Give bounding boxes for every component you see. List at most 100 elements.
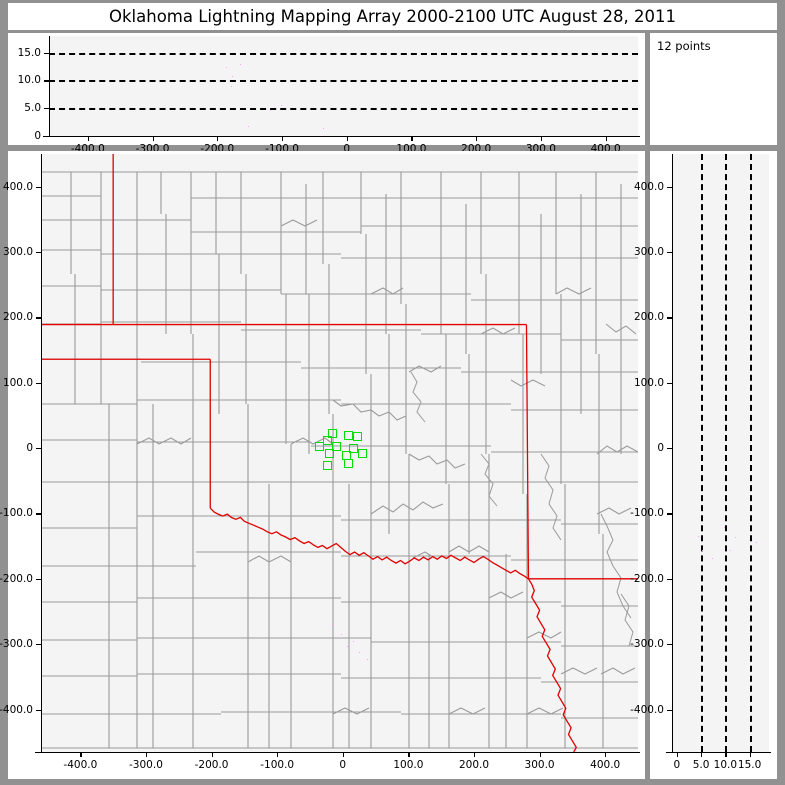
y-tick-label: 5.0 <box>24 102 41 115</box>
x-tick <box>411 136 413 141</box>
map-plot-area <box>41 154 638 752</box>
y-tick-label: 300.0 <box>633 246 664 259</box>
noise-speck <box>730 550 731 551</box>
gridline-vertical <box>725 154 728 752</box>
x-tick-label: -200.0 <box>194 759 229 771</box>
x-tick <box>145 752 148 757</box>
x-tick <box>605 752 607 757</box>
x-tick-label: 100.0 <box>393 759 424 771</box>
y-tick <box>36 709 42 711</box>
noise-speck <box>323 128 324 129</box>
noise-speck <box>226 67 227 68</box>
x-tick-label: -400.0 <box>63 759 98 771</box>
y-axis-line <box>672 154 674 752</box>
y-tick-label: -200.0 <box>0 572 33 585</box>
noise-speck <box>231 86 232 87</box>
y-tick-label: -300.0 <box>630 638 664 651</box>
lightning-source-marker <box>348 443 358 453</box>
x-tick <box>701 752 703 757</box>
y-tick-label: 300.0 <box>2 246 33 259</box>
x-tick <box>539 752 541 757</box>
noise-speck <box>281 105 282 106</box>
x-tick-label: 0 <box>673 759 681 771</box>
noise-speck <box>702 550 703 551</box>
map-panel: -400.0 -300.0 -200.0 -100.0 0 100.0 200.0 300.0… <box>0 151 645 779</box>
y-tick-label: -100.0 <box>0 507 33 520</box>
right-plot-area <box>672 154 769 752</box>
point-count-panel: 12 points <box>650 33 777 145</box>
y-tick-label: 0 <box>657 442 664 455</box>
y-tick-label: -200.0 <box>630 572 664 585</box>
y-tick-label: 15.0 <box>17 46 41 59</box>
y-tick-label: 400.0 <box>2 180 33 193</box>
y-tick <box>36 317 42 319</box>
y-tick <box>667 644 673 646</box>
gridline-vertical <box>749 154 752 752</box>
x-tick <box>540 136 543 141</box>
x-tick-label: 5.0 <box>692 759 710 771</box>
x-tick <box>282 136 284 141</box>
lightning-source-marker <box>343 431 353 441</box>
y-tick-label: -400.0 <box>630 703 664 716</box>
x-axis-line <box>35 752 640 754</box>
right-altitude-panel: 0 5.0 10.0 15.0 400.0 300.0 200.0 100.0 0 -100.0 -… <box>630 151 777 779</box>
top-time-altitude-panel: -400.0 -300.0 -200.0 -100.0 0 100.0 200.0 300.0… <box>8 33 645 155</box>
lightning-source-marker <box>322 436 332 446</box>
x-tick-label: 0 <box>343 143 351 155</box>
noise-speck <box>232 76 233 77</box>
x-tick-label: 15.0 <box>737 759 762 771</box>
page-title: Oklahoma Lightning Mapping Array 2000-21… <box>109 7 676 26</box>
x-tick <box>342 752 344 757</box>
title-bar: Oklahoma Lightning Mapping Array 2000-21… <box>8 3 777 30</box>
top-plot-area <box>49 36 638 136</box>
y-tick <box>36 644 42 646</box>
lightning-source-marker <box>332 442 342 452</box>
y-axis-line <box>49 36 51 136</box>
noise-speck <box>367 659 368 660</box>
y-tick <box>667 513 673 515</box>
gridline-vertical <box>701 154 704 752</box>
point-count-label: 12 points <box>657 39 711 53</box>
x-tick-label: -100.0 <box>260 759 295 771</box>
noise-speck <box>724 527 725 528</box>
lightning-source-marker <box>344 459 354 469</box>
y-tick <box>36 513 42 515</box>
y-tick-label: 0 <box>26 442 33 455</box>
y-tick <box>667 252 673 254</box>
x-tick <box>217 136 219 141</box>
noise-speck <box>353 641 354 642</box>
y-tick <box>36 186 42 188</box>
x-tick <box>605 136 607 141</box>
noise-speck <box>333 624 334 625</box>
y-tick <box>667 186 673 188</box>
y-tick <box>667 382 673 384</box>
y-tick <box>36 382 42 384</box>
y-tick-label: 400.0 <box>633 180 664 193</box>
x-tick-label: -300.0 <box>129 759 163 771</box>
x-tick <box>87 136 90 141</box>
y-tick <box>667 578 673 580</box>
y-tick <box>36 578 42 580</box>
x-tick <box>725 752 727 757</box>
y-tick <box>44 80 50 82</box>
x-tick-label: 400.0 <box>590 759 621 771</box>
lightning-source-marker <box>357 449 367 459</box>
y-tick-label: -400.0 <box>0 703 33 716</box>
y-tick <box>667 317 673 319</box>
noise-speck <box>240 64 241 65</box>
y-tick <box>44 136 50 138</box>
noise-speck <box>341 634 342 635</box>
gridline-horizontal <box>49 52 638 55</box>
noise-speck <box>248 126 249 127</box>
x-tick <box>277 752 279 757</box>
x-axis-line <box>43 136 640 138</box>
y-tick-label: 0 <box>34 130 41 142</box>
state-county-map <box>41 154 638 752</box>
gridline-horizontal <box>49 80 638 83</box>
noise-speck <box>347 646 348 647</box>
x-tick-label: 300.0 <box>524 759 555 771</box>
noise-speck <box>756 542 757 543</box>
x-tick <box>408 752 410 757</box>
y-axis-line <box>41 154 43 752</box>
